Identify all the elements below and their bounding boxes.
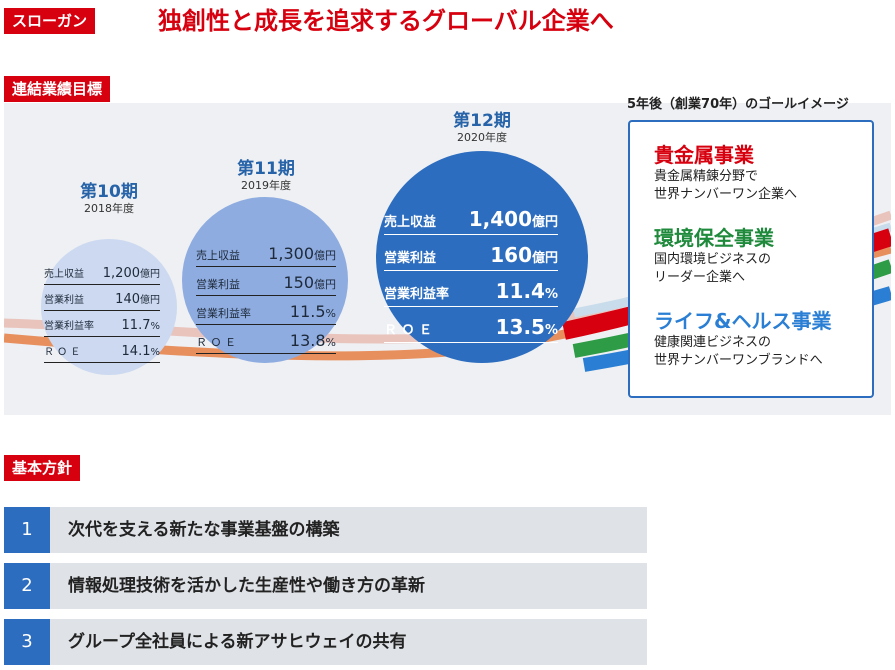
slogan-text: 独創性と成長を追求するグローバル企業へ — [158, 7, 614, 35]
business-life-health: ライフ&ヘルス事業 健康関連ビジネスの 世界ナンバーワンブランドへ — [654, 308, 831, 370]
business-name: 環境保全事業 — [654, 226, 774, 250]
p12-operating-profit: 営業利益 160 億円 — [384, 239, 558, 271]
policy-text: グループ全社員による新アサヒウェイの共有 — [68, 632, 407, 652]
period-12-label: 第12期 — [453, 111, 511, 131]
goal-title: 5年後（創業70年）のゴールイメージ — [627, 97, 849, 112]
period-10-year: 2018年度 — [84, 202, 134, 215]
business-precious-metals: 貴金属事業 貴金属精錬分野で 世界ナンバーワン企業へ — [654, 142, 797, 204]
business-desc-line: 健康関連ビジネスの — [654, 335, 772, 350]
business-name: 貴金属事業 — [654, 143, 754, 167]
policy-number: 2 — [4, 563, 50, 609]
period-10-label: 第10期 — [80, 182, 138, 202]
business-name: ライフ&ヘルス事業 — [654, 309, 832, 333]
p11-roe: Ｒ Ｏ Ｅ 13.8 % — [196, 328, 336, 354]
business-desc-line: 世界ナンバーワン企業へ — [654, 187, 798, 202]
period-11-year: 2019年度 — [241, 179, 291, 192]
period-11-heading: 第11期 2019年度 — [214, 159, 318, 193]
period-11-label: 第11期 — [237, 159, 295, 179]
business-desc-line: 貴金属精錬分野で — [654, 169, 759, 184]
business-desc-line: 世界ナンバーワンブランドへ — [654, 353, 823, 368]
policy-text: 情報処理技術を活かした生産性や働き方の革新 — [68, 576, 425, 596]
policy-item: 2 情報処理技術を活かした生産性や働き方の革新 — [4, 563, 647, 609]
p10-revenue: 売上収益 1,200 億円 — [44, 263, 160, 285]
period-12-circle — [376, 151, 588, 363]
p10-operating-margin: 営業利益率 11.7 % — [44, 315, 160, 337]
p12-revenue: 売上収益 1,400 億円 — [384, 203, 558, 235]
policy-item: 3 グループ全社員による新アサヒウェイの共有 — [4, 619, 647, 665]
p12-operating-margin: 営業利益率 11.4 % — [384, 275, 558, 307]
period-11-circle — [182, 197, 348, 363]
p11-revenue: 売上収益 1,300 億円 — [196, 241, 336, 267]
slogan-tag: スローガン — [4, 8, 96, 34]
policy-text: 次代を支える新たな事業基盤の構築 — [68, 520, 340, 540]
policy-number: 1 — [4, 507, 50, 553]
p10-operating-profit: 営業利益 140 億円 — [44, 289, 160, 311]
policy-item: 1 次代を支える新たな事業基盤の構築 — [4, 507, 647, 553]
period-10-heading: 第10期 2018年度 — [59, 182, 159, 216]
p10-roe: Ｒ Ｏ Ｅ 14.1 % — [44, 341, 160, 363]
policy-tag: 基本方針 — [4, 455, 81, 481]
p12-roe: Ｒ Ｏ Ｅ 13.5 % — [384, 311, 558, 343]
business-desc-line: 国内環境ビジネスの — [654, 252, 772, 267]
policy-number: 3 — [4, 619, 50, 665]
period-12-heading: 第12期 2020年度 — [422, 111, 542, 145]
p11-operating-profit: 営業利益 150 億円 — [196, 270, 336, 296]
period-12-year: 2020年度 — [457, 131, 507, 144]
period-10-circle — [41, 239, 177, 375]
business-desc-line: リーダー企業へ — [654, 270, 746, 285]
business-environment: 環境保全事業 国内環境ビジネスの リーダー企業へ — [654, 225, 774, 287]
goal-box: 貴金属事業 貴金属精錬分野で 世界ナンバーワン企業へ 環境保全事業 国内環境ビジ… — [628, 120, 874, 398]
targets-tag: 連結業績目標 — [4, 76, 111, 102]
p11-operating-margin: 営業利益率 11.5 % — [196, 299, 336, 325]
